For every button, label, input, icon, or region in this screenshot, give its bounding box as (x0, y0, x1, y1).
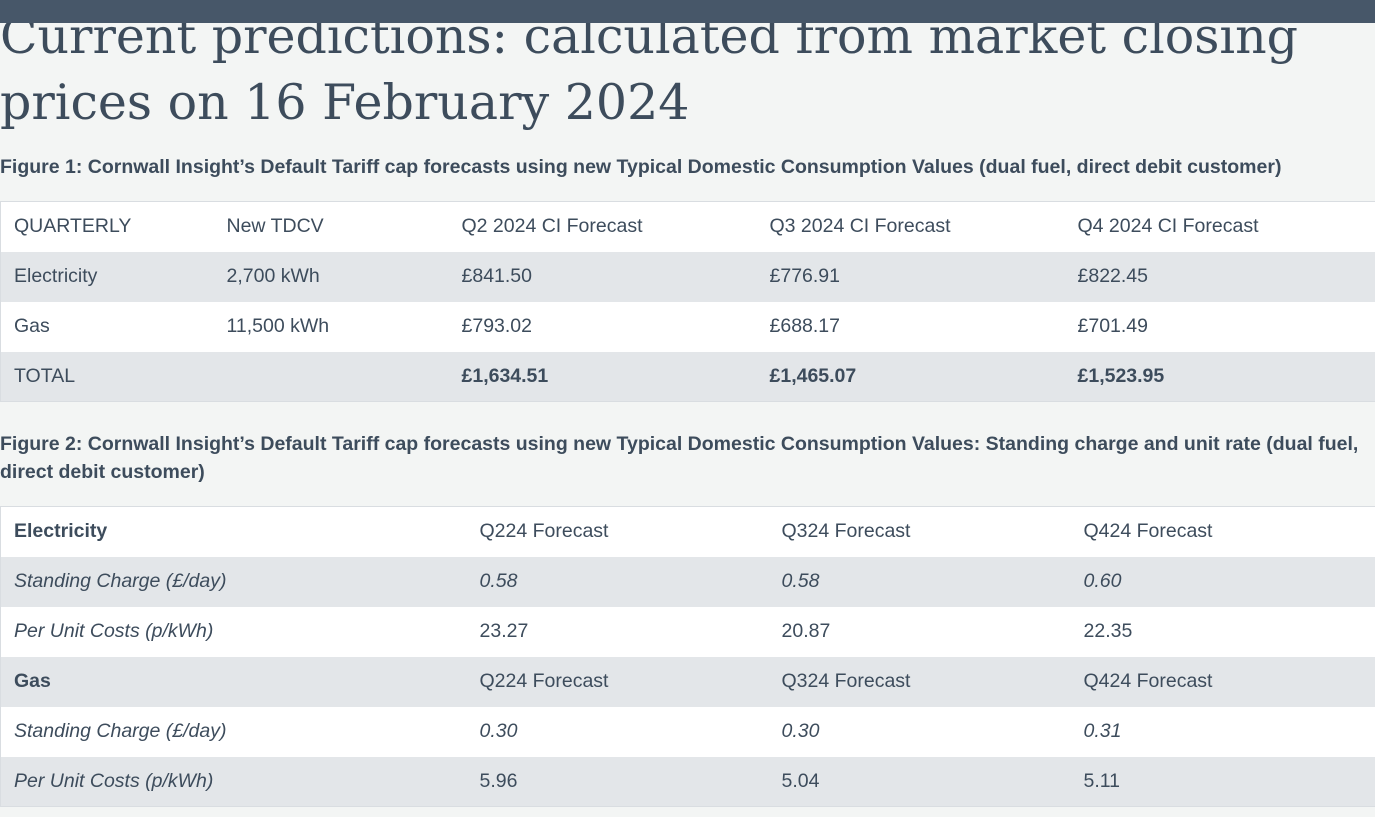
table-row: Electricity 2,700 kWh £841.50 £776.91 £8… (0, 251, 1375, 302)
header-cell: Q3 2024 CI Forecast (756, 201, 1065, 252)
table-cell: 0.31 (1070, 706, 1375, 757)
header-cell: QUARTERLY (0, 201, 214, 252)
page-title: Current predictions: calculated from mar… (0, 4, 1375, 136)
figure-2-caption: Figure 2: Cornwall Insight’s Default Tar… (0, 433, 1359, 483)
table-header-row: QUARTERLY New TDCV Q2 2024 CI Forecast Q… (0, 201, 1375, 252)
table-cell: Q324 Forecast (768, 656, 1071, 707)
table-row: Standing Charge (£/day) 0.58 0.58 0.60 (0, 556, 1375, 607)
table-cell: £1,523.95 (1064, 351, 1375, 402)
table-cell (213, 351, 449, 402)
table-cell: £1,634.51 (448, 351, 757, 402)
table-cell: £822.45 (1064, 251, 1375, 302)
table-cell: Standing Charge (£/day) (0, 556, 467, 607)
table-cell: Standing Charge (£/day) (0, 706, 467, 757)
table-cell: Per Unit Costs (p/kWh) (0, 756, 467, 807)
table-cell: 2,700 kWh (213, 251, 449, 302)
table-cell: 5.96 (466, 756, 769, 807)
table-cell: 0.30 (466, 706, 769, 757)
table-cell: £841.50 (448, 251, 757, 302)
table-cell: Q424 Forecast (1070, 656, 1375, 707)
table-cell: 0.58 (768, 556, 1071, 607)
header-cell: Q4 2024 CI Forecast (1064, 201, 1375, 252)
table-cell: 0.30 (768, 706, 1071, 757)
figure-1-table: QUARTERLY New TDCV Q2 2024 CI Forecast Q… (0, 201, 1375, 402)
table-cell: 5.04 (768, 756, 1071, 807)
table-cell: Per Unit Costs (p/kWh) (0, 606, 467, 657)
header-cell: Q2 2024 CI Forecast (448, 201, 757, 252)
table-cell: 23.27 (466, 606, 769, 657)
table-cell: 5.11 (1070, 756, 1375, 807)
header-cell: New TDCV (213, 201, 449, 252)
table-cell: Q224 Forecast (466, 656, 769, 707)
figure-1-caption: Figure 1: Cornwall Insight’s Default Tar… (0, 156, 1282, 178)
table-cell: 22.35 (1070, 606, 1375, 657)
page-title-line-2: prices on 16 February 2024 (0, 74, 690, 131)
table-section-header-row: Electricity Q224 Forecast Q324 Forecast … (0, 506, 1375, 557)
table-cell: 0.58 (466, 556, 769, 607)
table-cell: Gas (0, 656, 467, 707)
table-cell: £793.02 (448, 301, 757, 352)
table-cell: Q324 Forecast (768, 506, 1071, 557)
top-nav-bar (0, 0, 1375, 23)
table-cell: 11,500 kWh (213, 301, 449, 352)
table-cell: £688.17 (756, 301, 1065, 352)
table-row: Per Unit Costs (p/kWh) 5.96 5.04 5.11 (0, 756, 1375, 807)
table-cell: Electricity (0, 506, 467, 557)
table-section-header-row: Gas Q224 Forecast Q324 Forecast Q424 For… (0, 656, 1375, 707)
table-cell: Electricity (0, 251, 214, 302)
table-cell: 0.60 (1070, 556, 1375, 607)
table-cell: 20.87 (768, 606, 1071, 657)
table-cell: Q224 Forecast (466, 506, 769, 557)
table-cell: Q424 Forecast (1070, 506, 1375, 557)
table-total-row: TOTAL £1,634.51 £1,465.07 £1,523.95 (0, 351, 1375, 402)
table-row: Gas 11,500 kWh £793.02 £688.17 £701.49 (0, 301, 1375, 352)
table-cell: TOTAL (0, 351, 214, 402)
figure-2-table: Electricity Q224 Forecast Q324 Forecast … (0, 506, 1375, 807)
table-cell: £1,465.07 (756, 351, 1065, 402)
table-cell: £776.91 (756, 251, 1065, 302)
table-row: Standing Charge (£/day) 0.30 0.30 0.31 (0, 706, 1375, 757)
table-cell: £701.49 (1064, 301, 1375, 352)
table-row: Per Unit Costs (p/kWh) 23.27 20.87 22.35 (0, 606, 1375, 657)
table-cell: Gas (0, 301, 214, 352)
